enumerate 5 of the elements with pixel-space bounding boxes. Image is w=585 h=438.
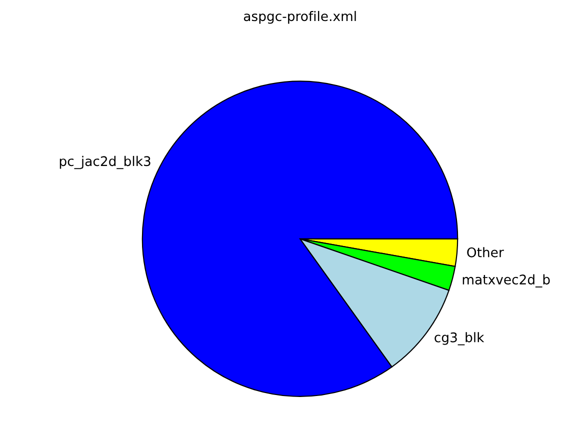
- slice-label: Other: [467, 247, 504, 258]
- slice-label: pc_jac2d_blk3: [60, 156, 150, 170]
- slice-label: cg3_blk: [434, 332, 484, 346]
- slice-label: matxvec2d_b: [462, 274, 550, 288]
- chart-title: aspgc-profile.xml: [244, 10, 356, 24]
